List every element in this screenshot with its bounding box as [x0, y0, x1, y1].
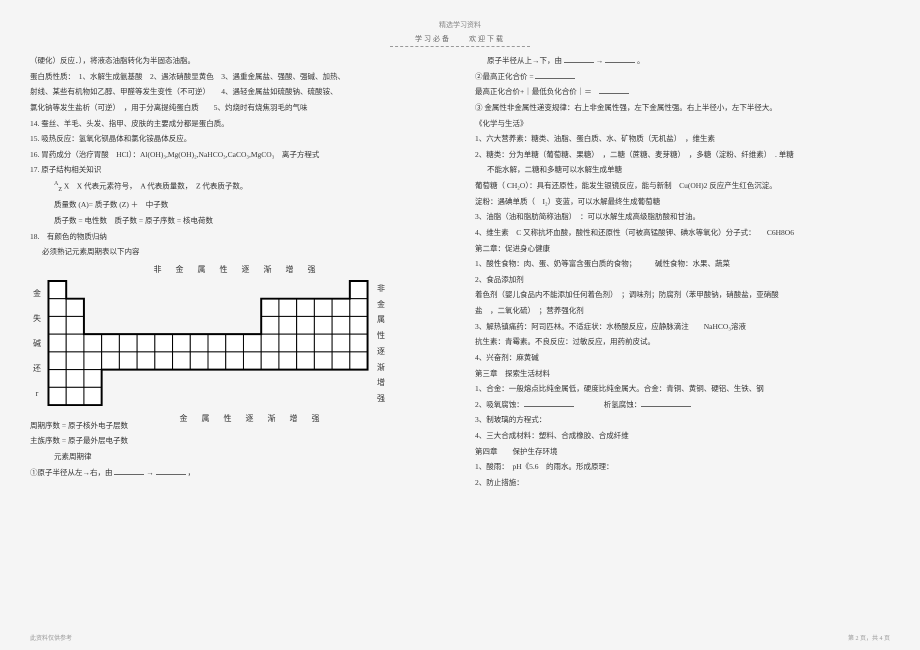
text-line: 4、维生素 C 又称抗坏血酸，酸性和还原性（可被高锰酸钾、碘水等氧化）分子式： … — [475, 227, 890, 239]
text-line: 着色剂（婴儿食品内不能添加任何着色剂） ；调味剂；防腐剂（苯甲酸钠，硝酸盐，亚硝… — [475, 289, 890, 301]
text-line: 15. 吸热反应：氢氧化钡晶体和氯化铵晶体反应。 — [30, 133, 445, 145]
text-line: 葡萄糖（ CH₂O）：具有还原性，能发生银镜反应，能与新制 Cu(OH)2 反应… — [475, 180, 890, 192]
text-line: 2、防止措施： — [475, 477, 890, 489]
formula-text: X X 代表元素符号， A 代表质量数， Z 代表质子数。 — [64, 182, 248, 191]
text-line: 3、制玻璃的方程式： — [475, 414, 890, 426]
text-line: （硬化）反应．），将液态油脂转化为半固态油脂。 — [30, 55, 445, 67]
text-line: 氯化钠等发生盐析（可逆） ，用于分离提纯蛋白质 5、灼烧时有烧焦羽毛的气味 — [30, 102, 445, 114]
text-line: 1、酸性食物：肉、蛋、奶等富含蛋白质的食物； 碱性食物：水果、蔬菜 — [475, 258, 890, 270]
text-line: 17. 原子结构相关知识 — [30, 164, 445, 176]
chart-label-right: 非金属性逐渐增强 — [374, 281, 388, 407]
two-column-layout: （硬化）反应．），将液态油脂转化为半固态油脂。 蛋白质性质： 1、水解生成氨基酸… — [30, 55, 890, 493]
chart-label-left: 金失碱还r — [30, 281, 44, 407]
text-line: ②最高正化合价 = — [475, 71, 890, 83]
text-line: AZ X X 代表元素符号， A 代表质量数， Z 代表质子数。 — [30, 180, 445, 195]
footer-left: 此资料仅供参考 — [30, 633, 72, 642]
text-line: 淀粉：遇碘单质（ I₂）变蓝，可以水解最终生成葡萄糖 — [475, 196, 890, 208]
text-line: 射线、某些有机物如乙醇、甲醛等发生变性（不可逆） 4、遇轻金属盐如硫酸钠、硫酸铵… — [30, 86, 445, 98]
text-line: 1、六大营养素：糖类、油脂、蛋白质、水、矿物质（无机盐） ，维生素 — [475, 133, 890, 145]
chart-label-bottom: 金 属 性 逐 渐 增 强 — [30, 413, 445, 424]
left-column: （硬化）反应．），将液态油脂转化为半固态油脂。 蛋白质性质： 1、水解生成氨基酸… — [30, 55, 445, 493]
footer-right: 第 2 页，共 4 页 — [848, 633, 890, 642]
text-line: 第二章：促进身心健康 — [475, 243, 890, 255]
text-line: 16. 胃药成分（治疗胃酸 HCl）：Al(OH)₃,Mg(OH)₂,NaHCO… — [30, 149, 445, 161]
text-line: 抗生素：青霉素。不良反应：过敏反应，用药前皮试。 — [475, 336, 890, 348]
text-line: 2、吸氧腐蚀： 析氢腐蚀： — [475, 399, 890, 411]
text-line: 2、食品添加剂 — [475, 274, 890, 286]
text-line: ①原子半径从左→右，由 → ， — [30, 467, 445, 479]
text-line: 第四章 保护生存环境 — [475, 446, 890, 458]
text-line: 最高正化合价+｜最低负化合价｜＝ — [475, 86, 890, 98]
text-line: 质量数 (A)= 质子数 (Z) ＋ 中子数 — [30, 199, 445, 211]
text-line: 3、油脂（油和脂肪简称油脂） ：可以水解生成高级脂肪酸和甘油。 — [475, 211, 890, 223]
text-line: 1、合金：一般熔点比纯金属低，硬度比纯金属大。合金：青铜、黄铜、硬铝、生铁、钢 — [475, 383, 890, 395]
text-line: 4、兴奋剂：麻黄碱 — [475, 352, 890, 364]
chart-label-top: 非 金 属 性 逐 渐 增 强 — [30, 264, 445, 275]
right-column: 原子半径从上→下，由 → 。 ②最高正化合价 = 最高正化合价+｜最低负化合价｜… — [475, 55, 890, 493]
text-line: 第三章 探索生活材料 — [475, 368, 890, 380]
periodic-table-diagram: 非 金 属 性 逐 渐 增 强 金失碱还r 非金属性逐渐增强 金 属 性 逐 渐… — [30, 264, 445, 424]
periodic-grid — [44, 279, 374, 409]
text-line: 4、三大合成材料：塑料、合成橡胶、合成纤维 — [475, 430, 890, 442]
text-line: 《化学与生活》 — [475, 118, 890, 130]
doc-header: 精选学习资料 — [30, 20, 890, 30]
text-line: 18. 有颜色的物质归纳 — [30, 231, 445, 243]
text-line: 3、解热镇痛药：阿司匹林。不适症状：水杨酸反应，应静脉滴注 NaHCO₃溶液 — [475, 321, 890, 333]
text-line: 蛋白质性质： 1、水解生成氨基酸 2、遇浓硝酸显黄色 3、遇重金属盐、强酸、强碱… — [30, 71, 445, 83]
text-line: ③ 金属性非金属性递变规律：右上非金属性强，左下金属性强。右上半径小，左下半径大… — [475, 102, 890, 114]
doc-subheader: 学习必备 欢迎下载 — [390, 34, 530, 47]
text-line: 原子半径从上→下，由 → 。 — [475, 55, 890, 67]
text-line: 元素周期律 — [30, 451, 445, 463]
text-line: 必须熟记元素周期表以下内容 — [30, 246, 445, 258]
text-line: 主族序数 = 原子最外层电子数 — [30, 435, 445, 447]
text-line: 质子数 = 电性数 质子数 = 原子序数 = 核电荷数 — [30, 215, 445, 227]
text-line: 不能水解，二糖和多糖可以水解生成单糖 — [475, 164, 890, 176]
text-line: 1、酸雨： pH《5.6 的雨水。形成原理： — [475, 461, 890, 473]
text-line: 盐 ，二氧化硫） ；营养强化剂 — [475, 305, 890, 317]
text-line: 2、糖类：分为单糖（葡萄糖、果糖） ，二糖（蔗糖、麦芽糖） ，多糖（淀粉、纤维素… — [475, 149, 890, 161]
text-line: 14. 蚕丝、羊毛、头发、指甲、皮肤的主要成分都是蛋白质。 — [30, 118, 445, 130]
